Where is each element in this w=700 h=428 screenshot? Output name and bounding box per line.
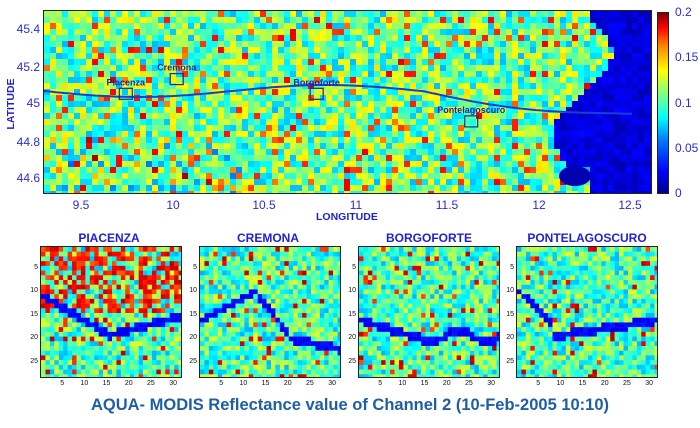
panel-x-tick: 5 [536, 380, 541, 387]
panel-x-tick: 25 [465, 380, 473, 387]
panel-x-tick: 20 [442, 380, 451, 387]
panel-y-tick: 10 [30, 287, 38, 295]
site-label: Cremona [157, 63, 197, 73]
panel-y-tick: 25 [30, 357, 38, 365]
panel-x-tick: 15 [578, 380, 587, 387]
panel-title-borgoforte: BORGOFORTE [386, 231, 472, 245]
panel-y-tick: 5 [352, 263, 356, 271]
panel-x-tick: 25 [306, 380, 314, 387]
panel-y-tick: 25 [189, 357, 197, 365]
panel-title-pontelagoscuro: PONTELAGOSCURO [527, 231, 647, 245]
panel-x-tick: 10 [239, 380, 248, 387]
panel-y-tick: 10 [348, 287, 356, 295]
panel-y-tick: 15 [189, 310, 197, 318]
panel-x-tick: 10 [398, 380, 407, 387]
site-label: Borgoforte [293, 77, 340, 87]
panel-x-tick: 30 [487, 380, 496, 387]
lon-tick: 9.5 [72, 198, 90, 212]
panel-pixels [517, 247, 657, 377]
panel-x-tick: 25 [147, 380, 155, 387]
lat-tick: 45.4 [16, 22, 40, 36]
figure-caption: AQUA- MODIS Reflectance value of Channel… [90, 396, 610, 414]
panel-x-tick: 25 [623, 380, 631, 387]
panel-y-tick: 25 [348, 357, 356, 365]
panel-x-tick: 10 [556, 380, 565, 387]
panel-x-tick: 30 [169, 380, 178, 387]
colorbar [657, 12, 669, 194]
panel-y-tick: 15 [30, 310, 38, 318]
panel-x-tick: 15 [420, 380, 429, 387]
panel-y-tick: 5 [193, 263, 197, 271]
panel-y-tick: 20 [189, 334, 197, 342]
panel-x-tick: 15 [261, 380, 270, 387]
lon-tick: 11.5 [435, 198, 459, 212]
panel-pixels [41, 247, 181, 377]
site-box [464, 115, 479, 128]
panel-x-tick: 20 [283, 380, 292, 387]
colorbar-tick: 0.05 [675, 141, 699, 155]
main-reflectance-map: Piacenza Cremona Borgoforte Pontelagoscuro [43, 10, 652, 194]
y-axis-label: LATITUDE [5, 78, 17, 130]
lat-tick: 44.6 [16, 171, 40, 185]
po-river [44, 84, 633, 115]
panel-y-tick: 5 [510, 263, 514, 271]
panel-y-tick: 15 [506, 310, 514, 318]
site-box [118, 87, 133, 100]
lat-tick: 45.2 [16, 60, 40, 74]
panel-pixels [359, 247, 499, 377]
lon-tick: 12.5 [618, 198, 642, 212]
reflectance-field [44, 11, 651, 193]
panel-pontelagoscuro [516, 246, 658, 378]
site-label: Pontelagoscuro [437, 105, 506, 115]
site-box [169, 72, 184, 86]
panel-x-tick: 5 [60, 380, 65, 387]
lagoon [559, 166, 591, 186]
colorbar-tick: 0 [675, 186, 682, 200]
panel-x-tick: 30 [328, 380, 337, 387]
panel-borgoforte [358, 246, 500, 378]
lon-tick: 10.5 [252, 198, 276, 212]
panel-y-tick: 15 [348, 310, 356, 318]
panel-y-tick: 25 [506, 357, 514, 365]
panel-y-tick: 20 [30, 334, 38, 342]
lat-tick: 45 [26, 96, 40, 110]
panel-pixels [200, 247, 340, 377]
panel-x-tick: 5 [219, 380, 224, 387]
panel-x-tick: 15 [102, 380, 111, 387]
colorbar-tick: 0.2 [675, 5, 692, 19]
panel-y-tick: 20 [506, 334, 514, 342]
lon-tick: 10 [166, 198, 180, 212]
panel-y-tick: 10 [506, 287, 514, 295]
panel-x-tick: 20 [124, 380, 133, 387]
panel-y-tick: 20 [348, 334, 356, 342]
colorbar-tick: 0.1 [675, 96, 692, 110]
panel-x-tick: 30 [645, 380, 654, 387]
panel-piacenza [40, 246, 182, 378]
panel-title-cremona: CREMONA [237, 231, 299, 245]
panel-x-tick: 10 [80, 380, 89, 387]
panel-cremona [199, 246, 341, 378]
x-axis-label: LONGITUDE [316, 211, 378, 223]
panel-y-tick: 10 [189, 287, 197, 295]
colorbar-tick: 0.15 [675, 50, 699, 64]
lon-tick: 12 [532, 198, 546, 212]
panel-x-tick: 20 [600, 380, 609, 387]
panel-y-tick: 5 [34, 263, 38, 271]
site-box [309, 87, 324, 100]
panel-title-piacenza: PIACENZA [78, 231, 140, 245]
site-label: Piacenza [107, 77, 147, 87]
panel-x-tick: 5 [378, 380, 383, 387]
lon-tick: 11 [349, 198, 363, 212]
lat-tick: 44.8 [16, 135, 40, 149]
